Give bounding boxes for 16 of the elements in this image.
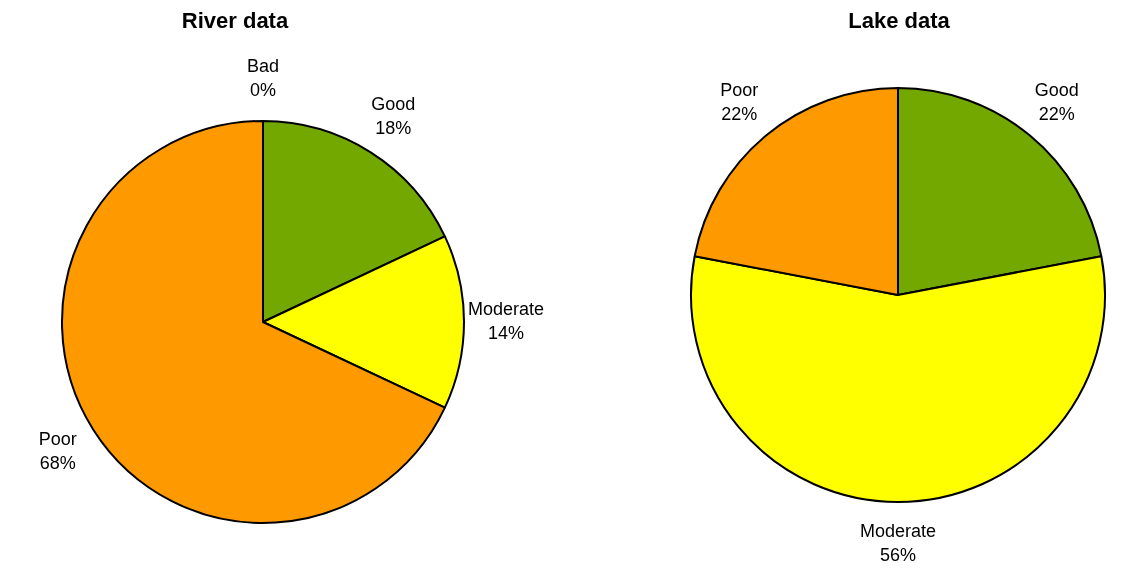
slice-label: Poor xyxy=(720,80,759,101)
category-label: Bad xyxy=(246,55,280,76)
slice-label: Poor xyxy=(38,429,77,450)
chart-title: River data xyxy=(180,8,290,34)
slice-label: Moderate xyxy=(467,298,545,319)
text: 0% xyxy=(249,79,277,100)
slice-label: Good xyxy=(1034,80,1079,101)
data-label: 18% xyxy=(375,117,412,138)
slice-label: Good xyxy=(371,93,416,114)
slice-label: Moderate xyxy=(859,520,937,541)
data-label: 56% xyxy=(879,544,917,565)
data-label: 68% xyxy=(39,453,76,474)
data-label: 22% xyxy=(1038,104,1075,125)
data-label: 22% xyxy=(721,104,758,125)
data-label: 14% xyxy=(487,322,525,343)
chart-title: Lake data xyxy=(847,8,951,34)
